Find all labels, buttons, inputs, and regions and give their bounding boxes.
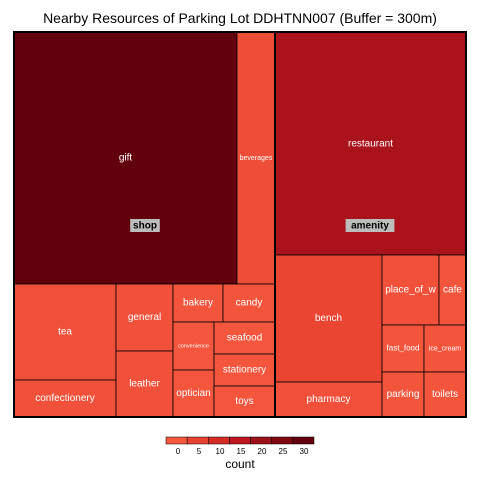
group-label-box-shop xyxy=(130,219,160,232)
treemap-cell-parking xyxy=(381,371,425,418)
legend-swatch-3 xyxy=(229,436,251,445)
treemap-cell-convenience xyxy=(172,321,215,371)
treemap-label-parking: parking xyxy=(387,389,420,400)
treemap-label-ice-cream: ice_cream xyxy=(429,345,461,352)
treemap-label-cafe: cafe xyxy=(443,285,462,296)
treemap-label-fast-food: fast_food xyxy=(387,344,420,353)
treemap-label-seafood: seafood xyxy=(227,333,263,344)
treemap-cell-leather xyxy=(115,350,174,418)
treemap-group-amenity xyxy=(274,31,467,418)
legend-swatch-2 xyxy=(208,436,230,445)
treemap-label-bench: bench xyxy=(315,313,342,324)
legend-tick-30: 30 xyxy=(300,447,309,456)
treemap-label-toilets: toilets xyxy=(432,389,458,400)
treemap-label-pharmacy: pharmacy xyxy=(307,394,351,405)
treemap-cell-candy xyxy=(222,283,276,323)
treemap-label-candy: candy xyxy=(236,298,263,309)
legend-tick-0: 0 xyxy=(176,447,181,456)
legend-swatch-0 xyxy=(165,436,188,445)
legend-swatch-6 xyxy=(292,436,315,445)
legend-tick-5: 5 xyxy=(197,447,202,456)
treemap-cell-bakery xyxy=(172,283,224,323)
treemap-label-bakery: bakery xyxy=(183,298,213,309)
treemap-cell-toys xyxy=(213,385,276,418)
legend-title: count xyxy=(225,457,255,471)
treemap-cell-stationery xyxy=(213,353,276,387)
legend-tick-15: 15 xyxy=(237,447,246,456)
chart-title: Nearby Resources of Parking Lot DDHTNN00… xyxy=(43,10,437,26)
treemap-cell-fast-food xyxy=(381,324,425,373)
treemap-cell-toilets xyxy=(423,371,467,418)
treemap-label-beverages: beverages xyxy=(240,155,273,162)
legend-tick-20: 20 xyxy=(258,447,267,456)
legend-swatch-1 xyxy=(186,436,209,445)
treemap-label-toys: toys xyxy=(235,396,253,407)
treemap-cell-pharmacy xyxy=(274,381,383,418)
treemap-cell-cafe xyxy=(438,254,467,326)
treemap-label-stationery: stationery xyxy=(223,365,266,376)
group-label-shop: shop xyxy=(133,221,157,232)
treemap-cell-general xyxy=(115,283,174,352)
treemap-label-tea: tea xyxy=(58,327,72,338)
treemap-label-general: general xyxy=(128,312,161,323)
treemap-label-place-of-w: place_of_w xyxy=(385,285,436,296)
treemap-cell-bench xyxy=(274,254,383,383)
group-label-amenity: amenity xyxy=(351,221,389,232)
treemap-cell-place-of-w xyxy=(381,254,440,326)
treemap-label-gift: gift xyxy=(119,153,133,164)
treemap-cell-restaurant xyxy=(274,31,467,256)
treemap-label-restaurant: restaurant xyxy=(348,139,393,150)
treemap-label-leather: leather xyxy=(129,379,160,390)
treemap-cell-optician xyxy=(172,369,215,418)
treemap-label-confectionery: confectionery xyxy=(35,393,94,404)
legend-tick-25: 25 xyxy=(279,447,288,456)
group-label-box-amenity xyxy=(345,219,395,232)
legend-swatch-5 xyxy=(271,436,294,445)
treemap-label-convenience: convenience xyxy=(178,343,209,349)
legend-tick-10: 10 xyxy=(216,447,225,456)
legend-swatch-4 xyxy=(250,436,272,445)
treemap-label-optician: optician xyxy=(176,388,210,399)
